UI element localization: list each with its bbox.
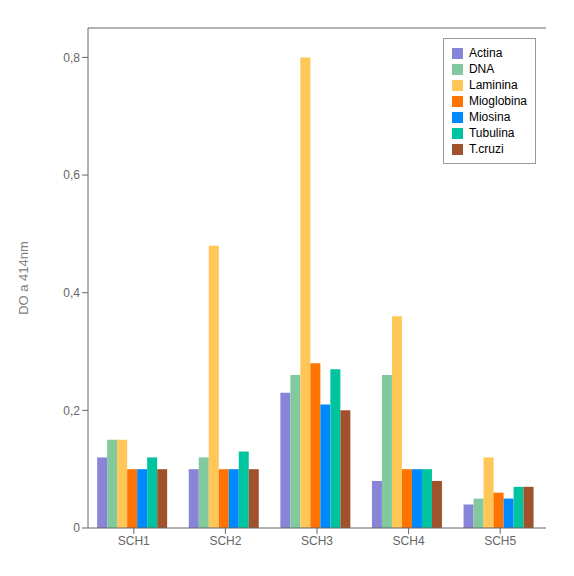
html-text:DNA: DNA	[469, 62, 495, 76]
svg-text:0,4: 0,4	[63, 286, 80, 300]
html-text:T.cruzi: T.cruzi	[469, 142, 504, 156]
html-text:Mioglobina: Mioglobina	[469, 94, 527, 108]
svg-text:SCH3: SCH3	[301, 534, 333, 548]
svg-text:SCH2: SCH2	[209, 534, 241, 548]
html-text:Actina: Actina	[469, 46, 503, 60]
html-text:Miosina: Miosina	[469, 110, 511, 124]
html-text:Tubulina: Tubulina	[469, 126, 515, 140]
svg-text:SCH1: SCH1	[118, 534, 150, 548]
svg-text:0,6: 0,6	[63, 168, 80, 182]
svg-text:SCH5: SCH5	[484, 534, 516, 548]
svg-text:SCH4: SCH4	[393, 534, 425, 548]
svg-text:0,8: 0,8	[63, 51, 80, 65]
svg-text:DO a 414nm: DO a 414nm	[16, 241, 31, 315]
html-text:Laminina: Laminina	[469, 78, 518, 92]
svg-text:0: 0	[73, 521, 80, 535]
svg-text:0,2: 0,2	[63, 404, 80, 418]
